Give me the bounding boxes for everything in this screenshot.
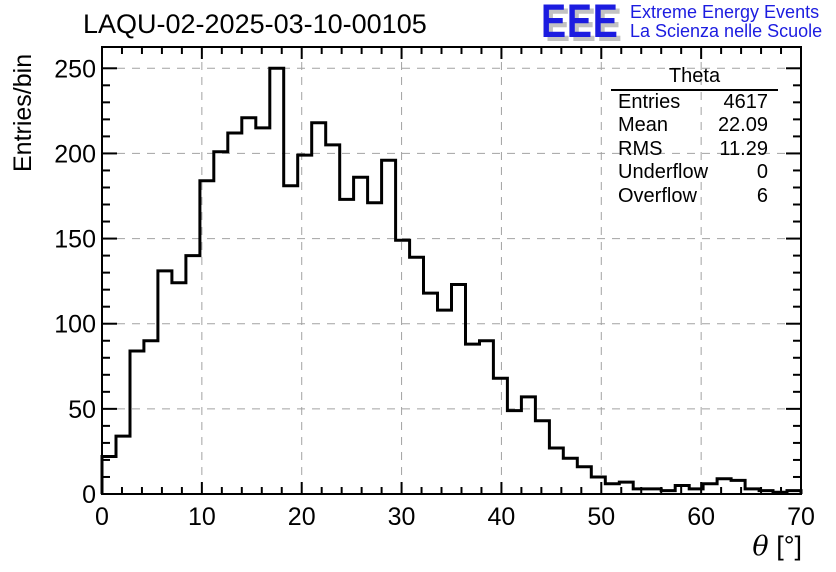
tick-label: 70 [787, 503, 815, 531]
stats-row-overflow: Overflow 6 [611, 185, 778, 208]
tick-label: 20 [288, 503, 316, 531]
eee-logo-line1: Extreme Energy Events [630, 2, 820, 22]
stats-value: 4617 [723, 91, 769, 113]
eee-logo: EEE [541, 0, 619, 47]
tick-label: 50 [587, 503, 615, 531]
stats-value: 6 [756, 184, 768, 207]
tick-label: 10 [188, 503, 216, 531]
stats-label: Overflow [618, 184, 697, 207]
eee-logo-text: Extreme Energy Events La Scienza nelle S… [630, 3, 822, 41]
plot-title: LAQU-02-2025-03-10-00105 [83, 9, 427, 39]
stats-label: Underflow [618, 161, 709, 184]
stats-row-mean: Mean 22.09 [611, 114, 778, 137]
tick-label: 0 [82, 481, 96, 509]
stats-row-entries: Entries 4617 [611, 91, 778, 114]
stats-title: Theta [611, 64, 778, 91]
x-axis-unit: [°] [768, 531, 802, 561]
tick-label: 150 [54, 226, 96, 254]
stats-box: Theta Entries 4617 Mean 22.09 RMS 11.29 … [611, 64, 778, 208]
tick-label: 0 [95, 503, 109, 531]
tick-label: 60 [687, 503, 715, 531]
tick-label: 30 [388, 503, 416, 531]
tick-label: 200 [54, 140, 96, 168]
eee-logo-line2: La Scienza nelle Scuole [630, 21, 823, 41]
stats-row-rms: RMS 11.29 [611, 138, 778, 161]
stats-label: Entries [618, 91, 681, 113]
stats-value: 11.29 [719, 137, 768, 160]
stats-label: RMS [618, 137, 663, 160]
theta-symbol: θ [752, 531, 769, 562]
stats-row-underflow: Underflow 0 [611, 161, 778, 184]
stats-label: Mean [618, 114, 669, 137]
y-axis-title: Entries/bin [9, 53, 37, 172]
tick-label: 100 [54, 311, 96, 339]
tick-label: 40 [488, 503, 516, 531]
tick-label: 250 [54, 55, 96, 83]
stats-value: 22.09 [717, 114, 768, 137]
x-axis-title: θ [°] [680, 531, 802, 562]
stats-value: 0 [756, 161, 768, 184]
tick-label: 50 [68, 396, 96, 424]
